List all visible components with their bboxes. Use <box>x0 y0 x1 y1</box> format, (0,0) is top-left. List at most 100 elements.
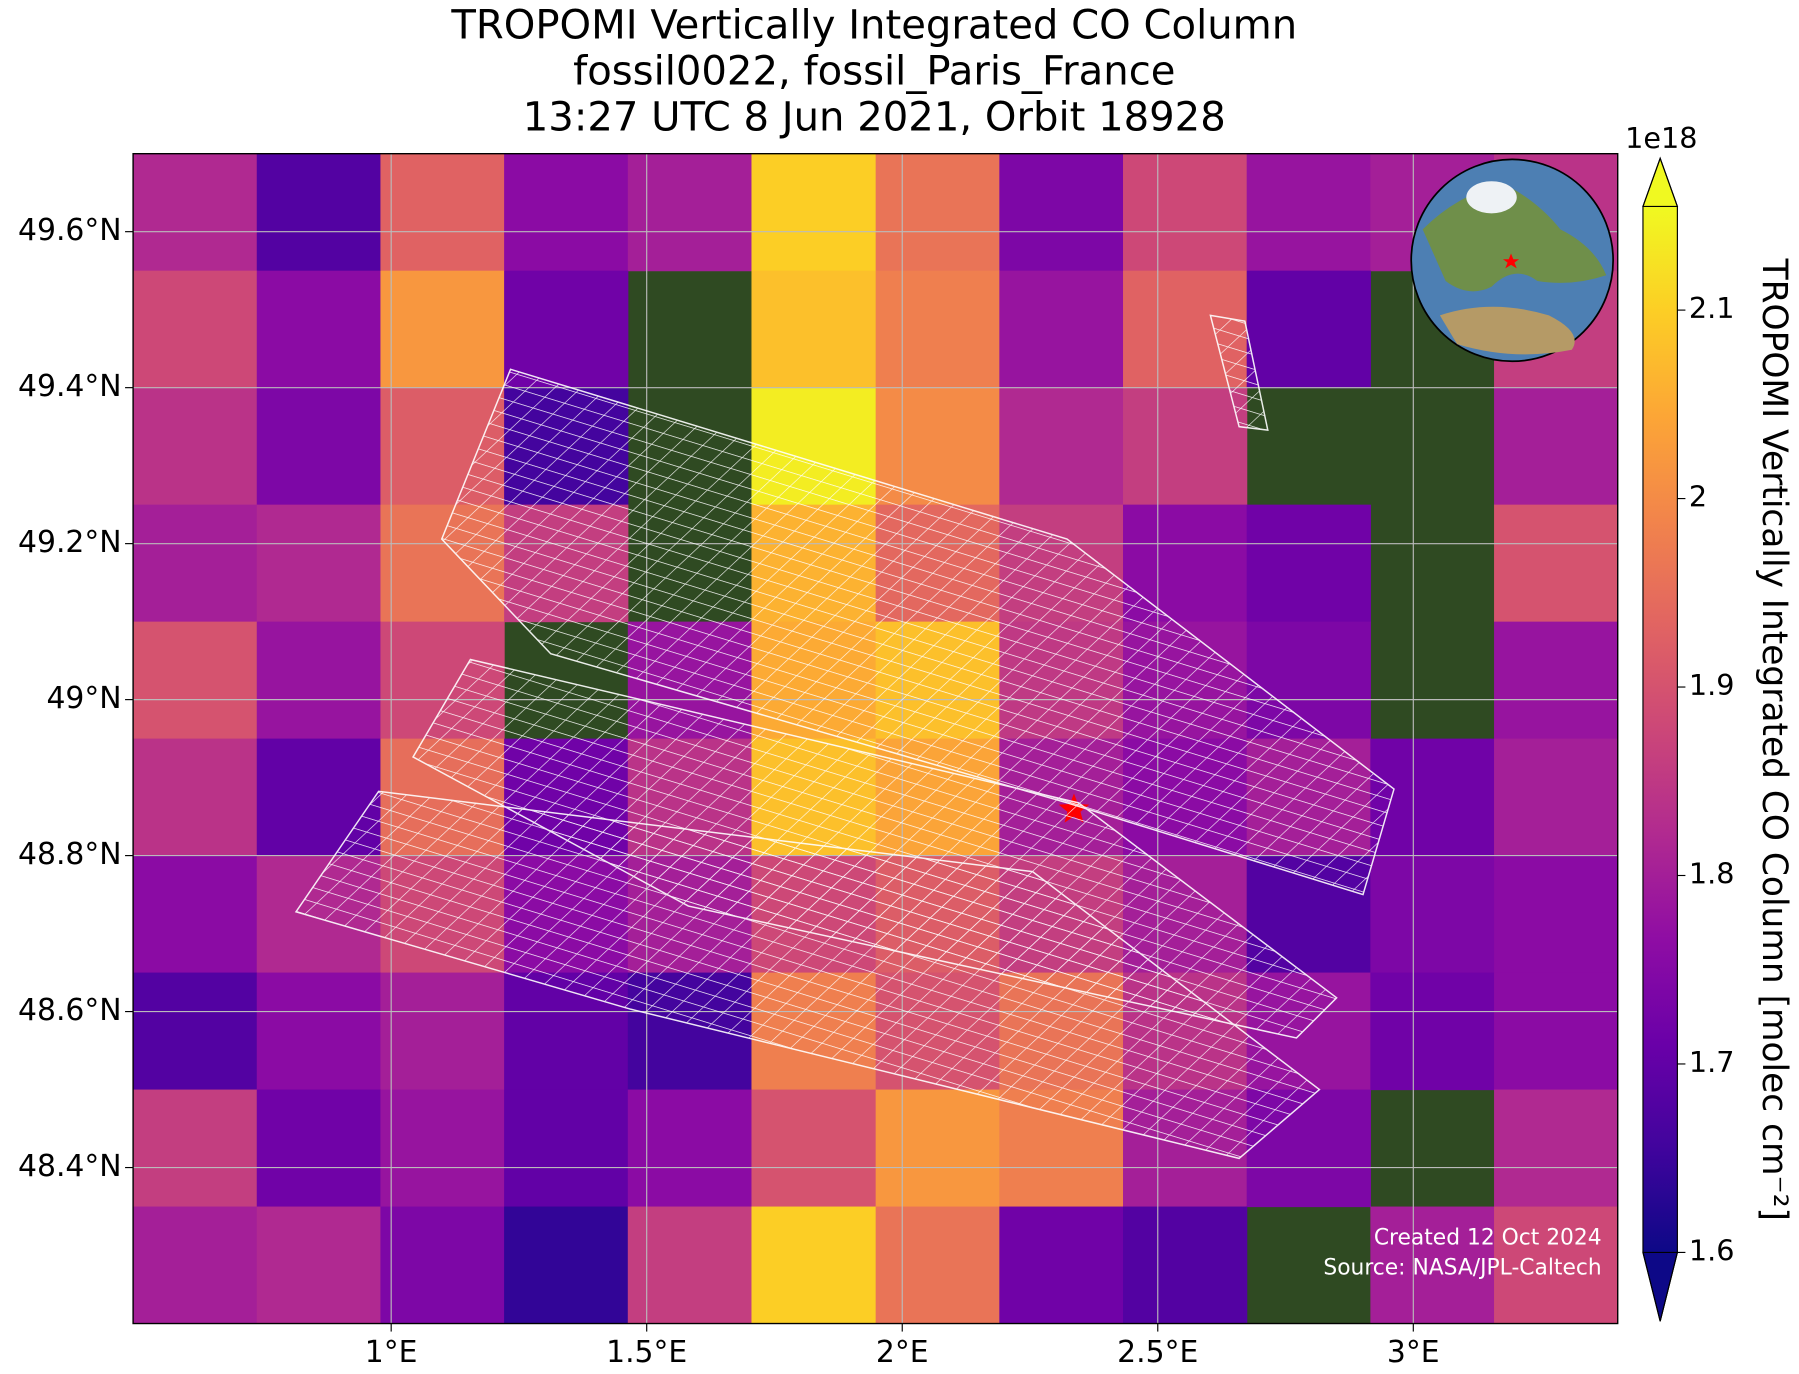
colorbar-tick-label: 1.7 <box>1689 1045 1735 1079</box>
co-cell <box>999 1206 1124 1324</box>
co-cell <box>875 1206 1000 1324</box>
colorbar-tick-label: 1.8 <box>1689 856 1735 890</box>
co-cell <box>999 270 1124 389</box>
co-cell <box>1246 153 1371 272</box>
title-line: fossil0022, fossil_Paris_France <box>573 48 1175 94</box>
inset-globe <box>1410 158 1614 363</box>
co-cell <box>875 387 1000 506</box>
x-tick-label: 1.5°E <box>606 1335 687 1370</box>
co-cell <box>1494 621 1618 740</box>
colorbar-tick-label: 2 <box>1689 480 1707 514</box>
co-cell <box>1370 1206 1495 1324</box>
co-cell <box>256 270 382 389</box>
co-cell <box>133 387 258 506</box>
globe-land <box>1422 183 1607 292</box>
co-cell <box>1246 504 1371 623</box>
co-cell <box>751 1206 877 1324</box>
y-tick-label: 49.2°N <box>18 525 122 560</box>
co-cell <box>751 1089 877 1208</box>
globe-site <box>1502 253 1520 269</box>
colorbar-tick-label: 2.1 <box>1689 291 1735 325</box>
co-cell <box>133 621 258 740</box>
colorbar-outline <box>1642 156 1678 1322</box>
annotation: Source: NASA/JPL-Caltech <box>1323 1255 1601 1280</box>
co-cell <box>1494 1089 1618 1208</box>
title-line: TROPOMI Vertically Integrated CO Column <box>450 3 1297 49</box>
co-cell <box>999 387 1124 506</box>
co-cell <box>1494 504 1618 623</box>
x-tick-label: 2.5°E <box>1117 1335 1198 1370</box>
title-line: 13:27 UTC 8 Jun 2021, Orbit 18928 <box>523 94 1226 140</box>
colorbar-body <box>1642 206 1678 1253</box>
annotation: Created 12 Oct 2024 <box>1374 1226 1602 1251</box>
y-tick-label: 48.4°N <box>18 1149 122 1184</box>
co-cell <box>751 153 877 272</box>
colorbar-offset: 1e18 <box>1625 121 1697 155</box>
co-cell <box>999 153 1124 272</box>
mesh-swath <box>1209 314 1269 431</box>
co-cell <box>256 972 382 1091</box>
co-cell <box>380 1206 505 1324</box>
co-cell <box>1123 1206 1248 1324</box>
y-tick-label: 49.4°N <box>18 369 122 404</box>
co-cell <box>133 1089 258 1208</box>
co-cell <box>627 1206 753 1324</box>
y-tick-label: 48.6°N <box>18 993 122 1028</box>
co-cell <box>256 387 382 506</box>
x-tick-label: 1°E <box>365 1335 418 1370</box>
co-cell <box>875 270 1000 389</box>
colorbar-label: TROPOMI Vertically Integrated CO Column … <box>1754 258 1794 1221</box>
co-cell <box>875 153 1000 272</box>
mesh-swath <box>440 368 1395 896</box>
co-cell <box>1494 972 1618 1091</box>
footprint-mesh <box>294 314 1395 1160</box>
y-tick-label: 49.6°N <box>18 213 122 248</box>
co-cell <box>380 153 505 272</box>
co-cell <box>627 153 753 272</box>
co-cell <box>1123 387 1248 506</box>
globe-land <box>1439 306 1575 355</box>
co-cell <box>380 270 505 389</box>
co-cell <box>256 1089 382 1208</box>
co-cell <box>133 504 258 623</box>
y-tick-label: 49°N <box>46 681 121 716</box>
co-cell <box>256 153 382 272</box>
co-cell <box>256 504 382 623</box>
co-cell <box>1494 1206 1618 1324</box>
co-cell <box>1494 855 1618 974</box>
co-cell <box>380 1089 505 1208</box>
co-cell <box>504 1206 629 1324</box>
co-cell <box>504 153 629 272</box>
x-tick-label: 2°E <box>876 1335 929 1370</box>
globe-ice <box>1466 181 1517 214</box>
co-cell <box>504 270 629 389</box>
co-cell <box>133 972 258 1091</box>
co-cell <box>1494 738 1618 857</box>
co-cell <box>133 855 258 974</box>
co-cell <box>1370 972 1495 1091</box>
co-cell <box>380 972 505 1091</box>
co-cell <box>133 1206 258 1324</box>
co-cell <box>256 621 382 740</box>
co-cell <box>875 1089 1000 1208</box>
co-cell <box>627 1089 753 1208</box>
co-cell <box>1370 855 1495 974</box>
co-cell <box>751 270 877 389</box>
colorbar-extend-min <box>1642 1251 1679 1322</box>
co-cell <box>133 270 258 389</box>
colorbar-extend-max <box>1642 156 1679 208</box>
co-cell <box>1494 387 1618 506</box>
colorbar-tick-label: 1.6 <box>1689 1233 1735 1267</box>
y-tick-label: 48.8°N <box>18 837 122 872</box>
x-tick-label: 3°E <box>1387 1335 1440 1370</box>
co-cell <box>133 738 258 857</box>
co-cell <box>504 1089 629 1208</box>
mesh-swath <box>294 790 1321 1160</box>
co-cell <box>133 153 258 272</box>
co-cell <box>1246 270 1371 389</box>
co-cell <box>256 1206 382 1324</box>
co-cell <box>1123 153 1248 272</box>
axes-frame <box>132 152 1619 1325</box>
